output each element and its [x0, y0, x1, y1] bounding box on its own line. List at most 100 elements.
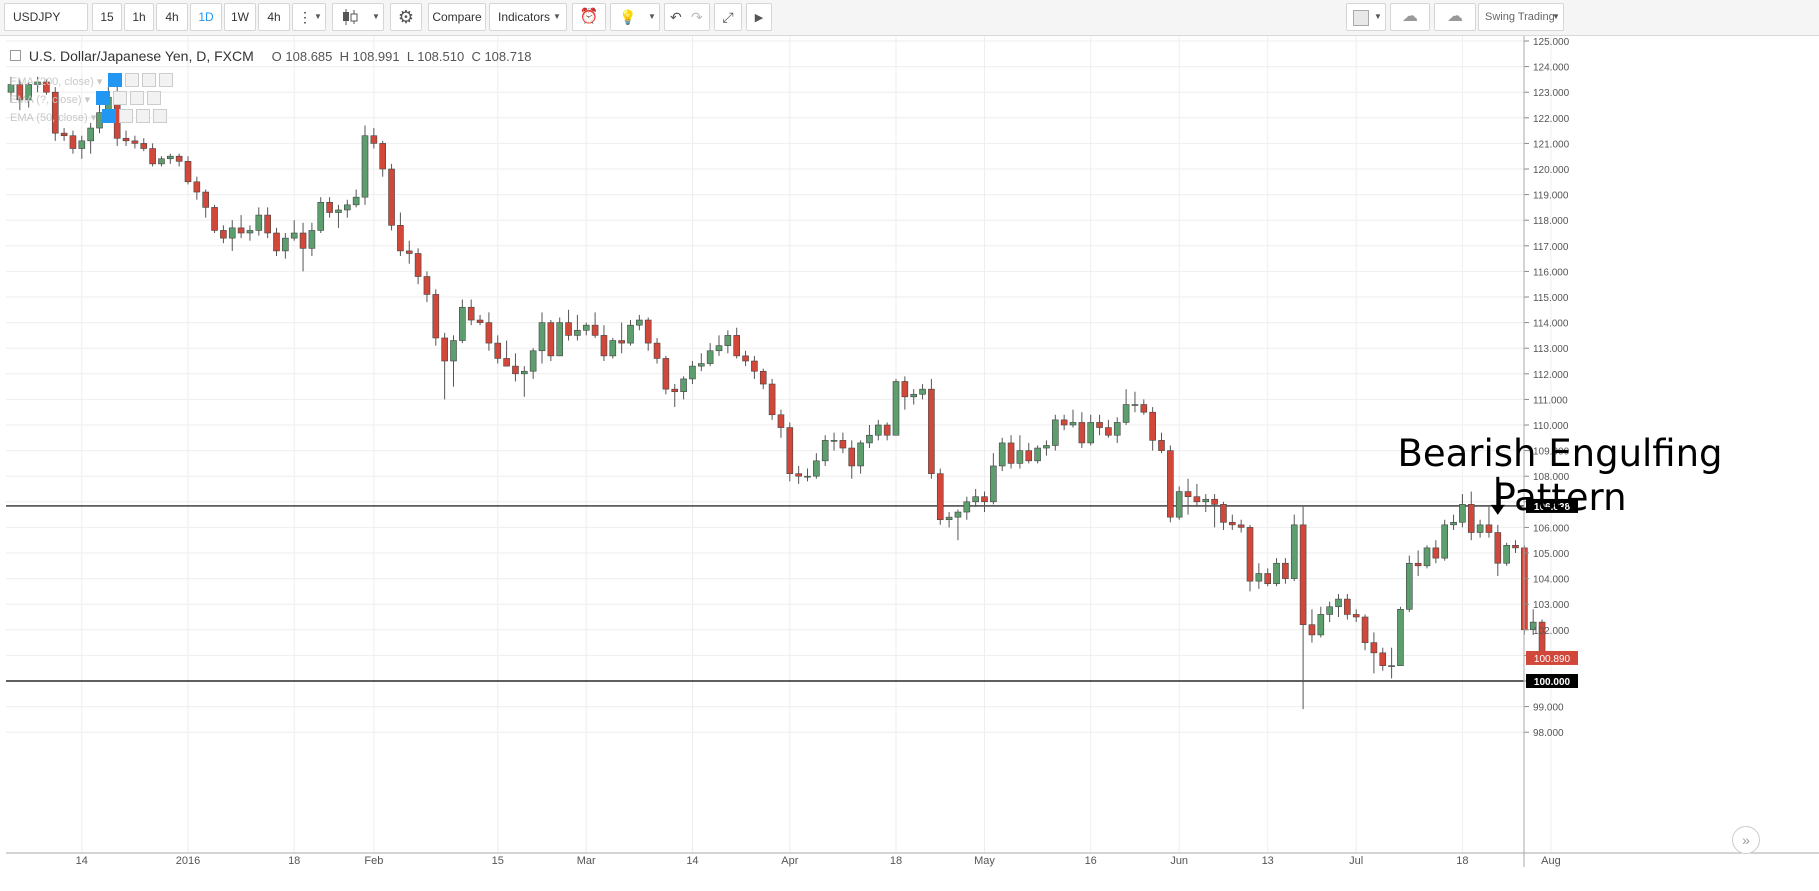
candle	[459, 299, 466, 344]
chevron-down-icon: ▼	[1374, 12, 1382, 21]
interval-4h-button[interactable]: 4h	[156, 3, 188, 31]
candle	[1096, 414, 1103, 436]
play-icon: ▶	[754, 12, 764, 24]
interval-4h-custom-button[interactable]: 4h	[258, 3, 290, 31]
candle	[990, 453, 997, 505]
candle-body-up	[450, 340, 457, 362]
level-label: 106.838	[1534, 502, 1571, 513]
candle	[1388, 647, 1395, 679]
candle-body-down	[1184, 491, 1192, 497]
undo-icon[interactable]: ↶	[670, 9, 682, 25]
candle-body-down	[1096, 422, 1103, 428]
candle	[264, 207, 271, 239]
indicator-ema-200[interactable]: EMA (200, close) ▾	[10, 73, 174, 88]
compare-button[interactable]: Compare	[428, 3, 486, 31]
chart-area[interactable]: 98.00099.000100.000101.000102.000103.000…	[0, 36, 1819, 891]
plus-icon[interactable]	[136, 109, 151, 123]
candle-body-down	[795, 473, 802, 477]
chevron-down-icon: ▼	[1552, 12, 1560, 21]
gear-icon[interactable]	[113, 91, 128, 105]
price-tick-label: 121.000	[1533, 139, 1570, 150]
gear-icon[interactable]	[119, 109, 134, 123]
candle	[1290, 514, 1298, 582]
candle	[627, 320, 634, 346]
indicator-label: EMA (200, close)	[10, 76, 94, 88]
candle-body-up	[1450, 521, 1457, 526]
more-intervals-button[interactable]: ⋮ ▼	[292, 3, 326, 31]
plus-icon[interactable]	[130, 91, 145, 105]
candle	[892, 378, 900, 436]
alert-button[interactable]: ⏰	[572, 3, 606, 31]
interval-1h-button[interactable]: 1h	[124, 3, 154, 31]
layout-name-button[interactable]: Swing Trading ▼	[1478, 3, 1564, 31]
chevron-down-icon: ▼	[553, 12, 561, 21]
close-icon[interactable]	[153, 109, 168, 123]
eye-icon[interactable]	[96, 91, 111, 105]
candle-body-down	[936, 473, 944, 521]
save-layout-button[interactable]: ☁	[1434, 3, 1476, 31]
candle	[1467, 491, 1475, 541]
time-tick-label: 14	[686, 855, 698, 867]
candle-body-up	[282, 237, 289, 252]
candle-body-down	[1494, 532, 1502, 564]
candle	[1494, 524, 1502, 577]
candle	[370, 128, 378, 149]
candle-body-up	[1317, 614, 1325, 636]
time-tick-label: 16	[1085, 855, 1097, 867]
cloud-download-icon: ☁	[1402, 8, 1418, 25]
time-tick-label: Mar	[577, 855, 596, 867]
price-tick-label: 118.000	[1533, 216, 1569, 227]
candle-body-down	[786, 427, 794, 474]
candle	[1220, 501, 1227, 530]
gear-icon[interactable]	[125, 73, 140, 87]
chart-settings-button[interactable]: ⚙	[390, 3, 422, 31]
collapse-icon[interactable]	[10, 50, 21, 61]
eye-icon[interactable]	[108, 73, 123, 87]
eye-icon[interactable]	[102, 109, 117, 123]
time-tick-label: Jun	[1170, 855, 1188, 867]
candle-body-down	[883, 424, 891, 436]
fullscreen-button[interactable]: ⤢	[714, 3, 742, 31]
candle-body-up	[1529, 621, 1537, 631]
candle-body-down	[1361, 616, 1369, 643]
candle	[653, 337, 661, 364]
candle	[777, 409, 785, 438]
candle	[423, 271, 431, 303]
candle	[476, 314, 484, 326]
candle-body-down	[1105, 427, 1112, 436]
redo-icon[interactable]: ↷	[691, 9, 703, 25]
interval-15-button[interactable]: 15	[92, 3, 122, 31]
symbol-search-input[interactable]: USDJPY	[4, 3, 88, 31]
close-icon[interactable]	[147, 91, 162, 105]
load-layout-button[interactable]: ☁	[1390, 3, 1430, 31]
candle-body-up	[1441, 524, 1448, 559]
close-icon[interactable]	[159, 73, 174, 87]
candle	[87, 122, 94, 154]
candle	[1308, 609, 1316, 643]
ideas-button[interactable]: 💡 ▼	[610, 3, 660, 31]
candle	[1007, 435, 1015, 469]
candle-body-up	[25, 84, 33, 101]
candle-body-down	[485, 322, 493, 344]
indicator-ema-50[interactable]: EMA (50, close) ▾	[10, 109, 168, 124]
candle	[795, 465, 802, 484]
theme-button[interactable]: ▼	[1346, 3, 1386, 31]
candle	[1397, 606, 1404, 666]
candle	[919, 384, 926, 400]
chart-style-button[interactable]: ▼	[332, 3, 384, 31]
candle-body-up	[689, 365, 696, 380]
candle	[432, 289, 440, 346]
interval-1w-button[interactable]: 1W	[224, 3, 256, 31]
replay-button[interactable]: ▶	[746, 3, 772, 31]
candle	[1052, 414, 1059, 451]
plus-icon[interactable]	[142, 73, 157, 87]
top-toolbar: USDJPY 15 1h 4h 1D 1W 4h ⋮ ▼ ▼ ⚙ Compare…	[0, 0, 1819, 36]
scroll-to-realtime-button[interactable]: »	[1732, 826, 1760, 854]
indicators-button[interactable]: Indicators ▼	[489, 3, 567, 31]
candle	[1273, 558, 1280, 587]
candle	[1184, 478, 1192, 515]
interval-1d-button[interactable]: 1D	[190, 3, 222, 31]
indicator-ema-mid[interactable]: EMA (?, close) ▾	[10, 91, 162, 106]
level-label: 100.000	[1534, 677, 1571, 688]
candlestick-chart[interactable]: 98.00099.000100.000101.000102.000103.000…	[0, 36, 1819, 891]
